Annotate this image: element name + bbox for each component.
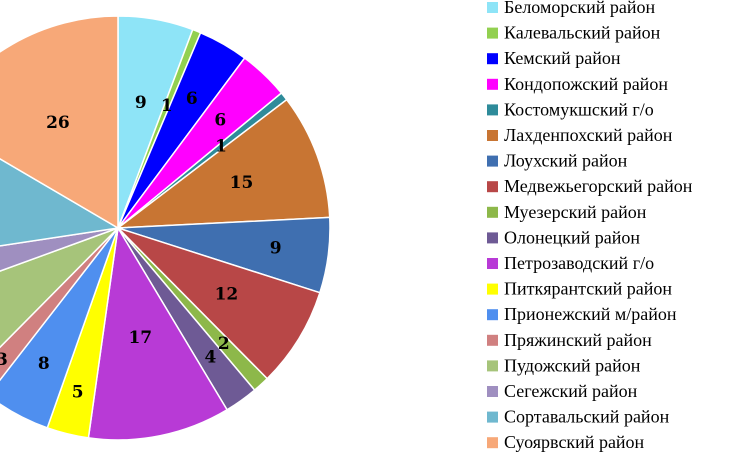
slice-value-label: 3 <box>0 350 8 370</box>
legend-label: Пряжинский район <box>504 330 652 350</box>
pie-slice <box>117 227 321 380</box>
legend-label: Суоярвский район <box>504 432 645 452</box>
legend-label: Прионежский м/район <box>504 304 677 324</box>
slice-value-label: 6 <box>214 111 226 131</box>
pie-slice <box>0 227 119 382</box>
legend-swatch <box>487 206 498 218</box>
pie-slice <box>0 227 119 429</box>
slice-labels: 916611591224175831151726 <box>0 89 282 403</box>
slice-value-label: 26 <box>46 113 70 133</box>
pie-slices <box>0 15 331 441</box>
legend-swatch <box>487 437 498 449</box>
legend-swatch <box>487 53 498 65</box>
legend-label: Сегежский район <box>504 381 638 401</box>
legend-swatch <box>487 181 498 193</box>
legend-swatch <box>487 258 498 269</box>
pie-slice <box>115 98 331 229</box>
legend-label: Костомукшский г/о <box>504 99 654 119</box>
legend-label: Пудожский район <box>504 355 641 375</box>
slice-value-label: 17 <box>128 328 152 348</box>
legend-label: Олонецкий район <box>504 227 640 247</box>
slice-value-label: 8 <box>38 354 50 374</box>
slice-value-label: 9 <box>270 239 282 259</box>
pie-slice <box>87 225 229 441</box>
legend-swatch <box>487 130 498 141</box>
slice-value-label: 12 <box>215 285 239 305</box>
legend-swatch <box>487 155 498 167</box>
legend-swatch <box>487 104 498 116</box>
legend-label: Кондопожский район <box>504 74 668 94</box>
slice-value-label: 9 <box>135 93 147 113</box>
legend-label: Лоухский район <box>504 151 628 171</box>
legend-swatch <box>487 232 498 244</box>
slice-value-label: 4 <box>204 347 216 367</box>
legend-label: Муезерский район <box>504 202 647 222</box>
legend-label: Кемский район <box>504 48 621 68</box>
legend-swatch <box>487 78 498 90</box>
legend-label: Питкярантский район <box>504 279 672 299</box>
legend-swatch <box>487 411 498 423</box>
legend: Беломорский район Калевальский район Кемск… <box>487 0 693 452</box>
legend-swatch <box>487 386 498 397</box>
legend-swatch <box>487 360 498 372</box>
legend-swatch <box>487 309 498 321</box>
pie-slice <box>0 227 119 272</box>
legend-label: Сортавальский район <box>504 407 670 427</box>
legend-label: Петрозаводский г/о <box>504 253 654 273</box>
legend-label: Беломорский район <box>504 0 655 17</box>
slice-value-label: 6 <box>186 89 198 109</box>
pie-slice <box>0 227 119 349</box>
legend-swatch <box>487 334 498 346</box>
slice-value-label: 5 <box>72 383 84 403</box>
slice-value-label: 15 <box>230 173 254 193</box>
legend-swatch <box>487 2 498 13</box>
legend-swatch <box>487 283 498 295</box>
legend-label: Калевальский район <box>504 23 661 43</box>
slice-value-label: 2 <box>218 334 230 354</box>
slice-value-label: 1 <box>215 136 227 156</box>
legend-swatch <box>487 27 498 39</box>
pie-slice <box>0 157 121 247</box>
legend-label: Лахденпохский район <box>504 125 673 145</box>
slice-value-label: 1 <box>161 96 173 116</box>
pie-slice <box>0 15 119 230</box>
legend-label: Медвежьегорский район <box>504 176 693 196</box>
